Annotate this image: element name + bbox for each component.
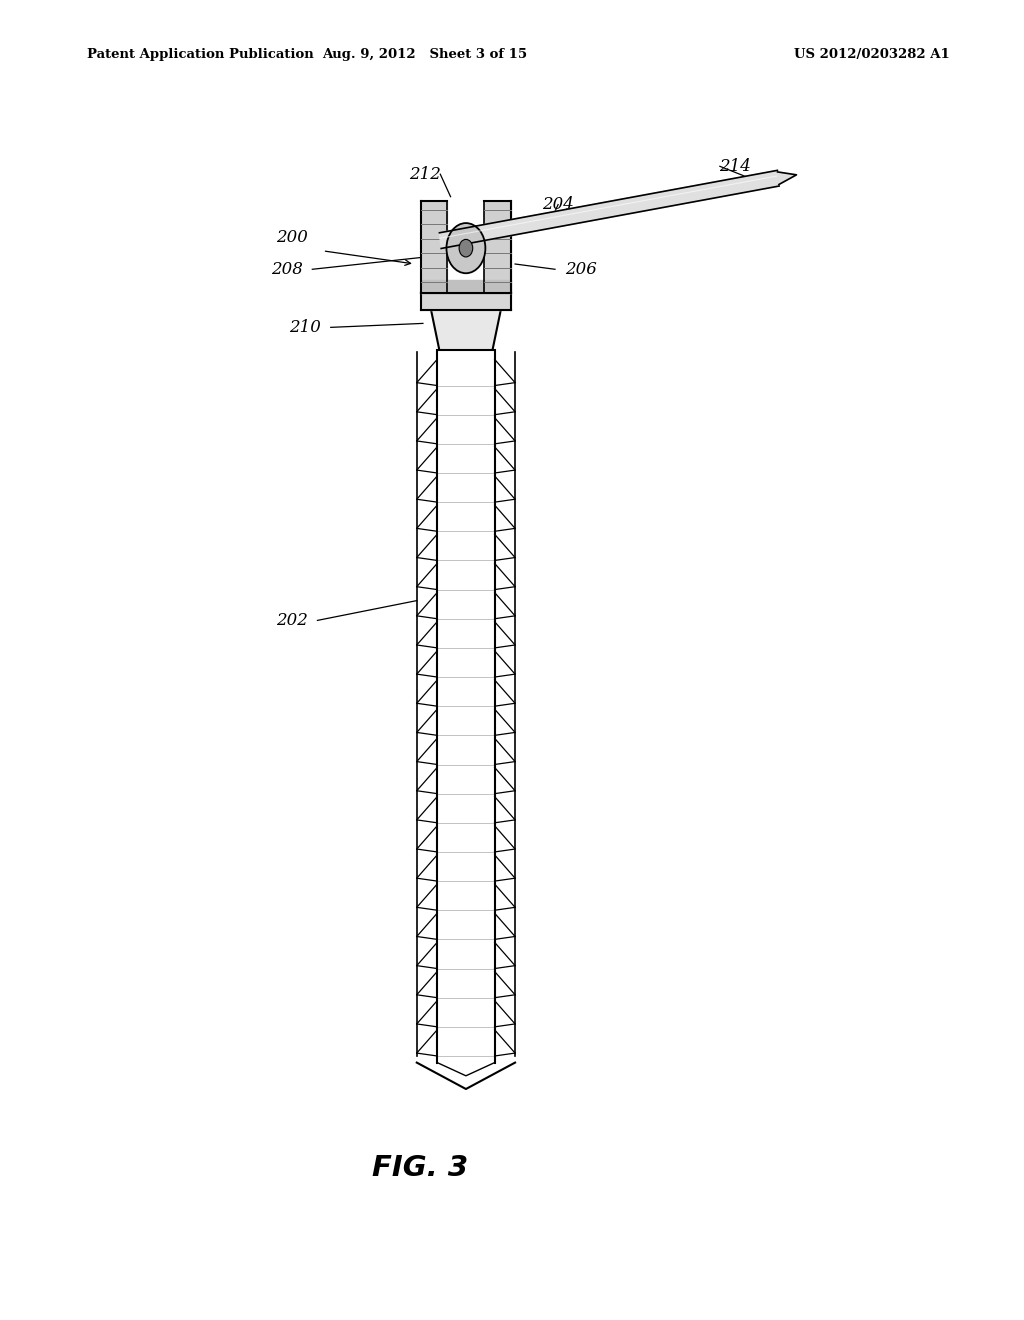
Text: 202: 202	[275, 612, 308, 628]
Text: 206: 206	[564, 261, 597, 277]
Polygon shape	[777, 172, 797, 185]
Text: 212: 212	[409, 166, 441, 182]
Polygon shape	[421, 280, 511, 293]
Circle shape	[446, 223, 485, 273]
Text: 208: 208	[270, 261, 303, 277]
Circle shape	[459, 239, 473, 257]
Polygon shape	[421, 293, 511, 310]
Polygon shape	[417, 1063, 515, 1089]
Polygon shape	[437, 350, 495, 1063]
Text: Patent Application Publication: Patent Application Publication	[87, 48, 313, 61]
Polygon shape	[431, 310, 501, 350]
Polygon shape	[484, 201, 511, 293]
Text: 210: 210	[289, 319, 322, 335]
Text: Aug. 9, 2012   Sheet 3 of 15: Aug. 9, 2012 Sheet 3 of 15	[323, 48, 527, 61]
Polygon shape	[421, 201, 447, 293]
Text: 204: 204	[542, 197, 574, 213]
Text: US 2012/0203282 A1: US 2012/0203282 A1	[794, 48, 949, 61]
Polygon shape	[439, 170, 779, 248]
Text: 214: 214	[719, 158, 752, 174]
Text: 200: 200	[275, 230, 308, 246]
Text: FIG. 3: FIG. 3	[372, 1154, 468, 1183]
